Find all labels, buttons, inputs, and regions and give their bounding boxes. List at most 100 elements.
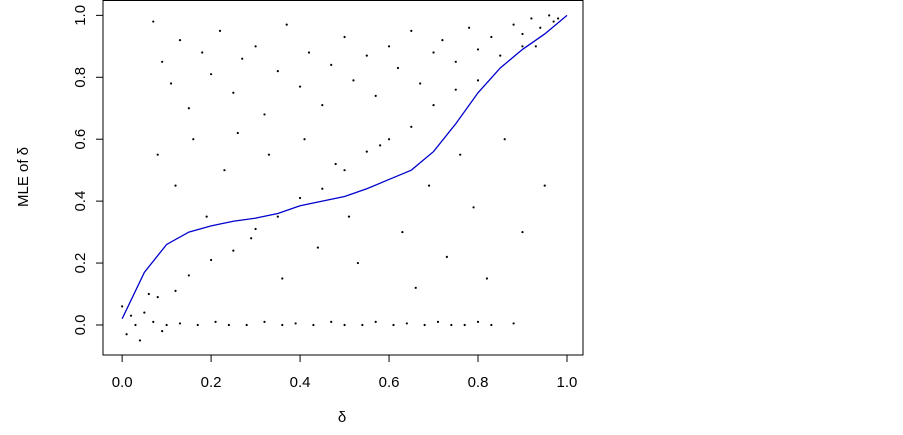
point: [294, 322, 297, 325]
point: [476, 79, 480, 82]
point: [352, 79, 355, 82]
x-tick-label: 1.0: [557, 374, 578, 391]
point: [298, 196, 302, 200]
point: [503, 138, 506, 141]
point: [423, 323, 426, 327]
point: [534, 45, 537, 48]
point: [454, 88, 457, 91]
y-tick-label: 0.2: [72, 253, 89, 274]
point: [232, 249, 235, 252]
x-tick-label: 0.4: [290, 374, 311, 391]
point: [156, 296, 159, 299]
point: [543, 184, 546, 187]
point: [205, 215, 208, 218]
point: [485, 277, 489, 280]
point: [298, 85, 302, 88]
y-tick-label: 0.8: [72, 67, 89, 88]
point: [432, 51, 435, 54]
x-tick-label: 0.0: [112, 374, 133, 391]
point: [521, 45, 524, 48]
point: [365, 150, 368, 153]
point: [187, 107, 190, 110]
point: [419, 82, 422, 85]
point: [476, 48, 480, 51]
point: [263, 113, 266, 116]
point: [254, 45, 257, 48]
point: [178, 322, 182, 325]
y-axis-label: MLE of δ: [15, 147, 32, 207]
x-tick-label: 0.8: [468, 374, 489, 391]
point: [307, 51, 311, 54]
point: [343, 35, 346, 39]
point: [187, 274, 190, 277]
point: [512, 322, 515, 325]
point: [374, 320, 377, 323]
point: [201, 51, 204, 54]
point: [450, 323, 453, 327]
point: [285, 23, 288, 26]
point: [441, 39, 444, 42]
point: [263, 320, 266, 323]
point: [330, 63, 333, 66]
point: [281, 277, 284, 280]
point: [161, 60, 164, 63]
point: [241, 57, 244, 60]
point: [138, 339, 142, 342]
point: [316, 246, 319, 249]
point: [512, 23, 515, 26]
point: [125, 333, 128, 336]
point: [396, 66, 400, 70]
point: [490, 35, 493, 39]
point: [432, 104, 435, 107]
point: [454, 60, 457, 63]
point: [303, 138, 306, 141]
point: [379, 144, 382, 147]
point: [156, 153, 159, 156]
point: [387, 45, 391, 48]
point: [414, 286, 417, 289]
point: [236, 131, 239, 135]
point: [427, 184, 431, 187]
point: [356, 261, 360, 265]
point: [321, 187, 324, 190]
point: [343, 323, 346, 327]
point: [463, 323, 466, 327]
x-tick-label: 0.6: [379, 374, 400, 391]
point: [539, 26, 542, 29]
point: [232, 91, 235, 94]
point: [161, 330, 164, 333]
point: [178, 39, 182, 42]
point: [410, 29, 413, 32]
point: [250, 237, 253, 240]
y-tick-label: 0.0: [72, 315, 89, 336]
point: [459, 153, 462, 156]
point: [121, 305, 124, 308]
y-tick-label: 0.6: [72, 129, 89, 150]
point: [472, 206, 475, 209]
point: [476, 320, 480, 323]
point: [548, 14, 551, 17]
y-tick-label: 0.4: [72, 191, 89, 212]
point: [174, 184, 177, 187]
point: [169, 82, 173, 85]
point: [152, 20, 155, 23]
point: [227, 323, 230, 327]
point: [276, 215, 279, 218]
point: [210, 73, 213, 76]
point: [347, 215, 351, 218]
point: [392, 323, 395, 327]
point: [365, 54, 368, 57]
point: [521, 32, 524, 36]
point: [410, 125, 413, 128]
point: [334, 162, 337, 166]
x-tick-label: 0.2: [201, 374, 222, 391]
point: [196, 323, 199, 327]
point: [192, 138, 195, 141]
fit-line: [121, 14, 568, 320]
point: [405, 322, 408, 325]
point: [530, 17, 533, 20]
point: [521, 230, 524, 234]
point: [281, 323, 284, 327]
point: [490, 323, 493, 327]
